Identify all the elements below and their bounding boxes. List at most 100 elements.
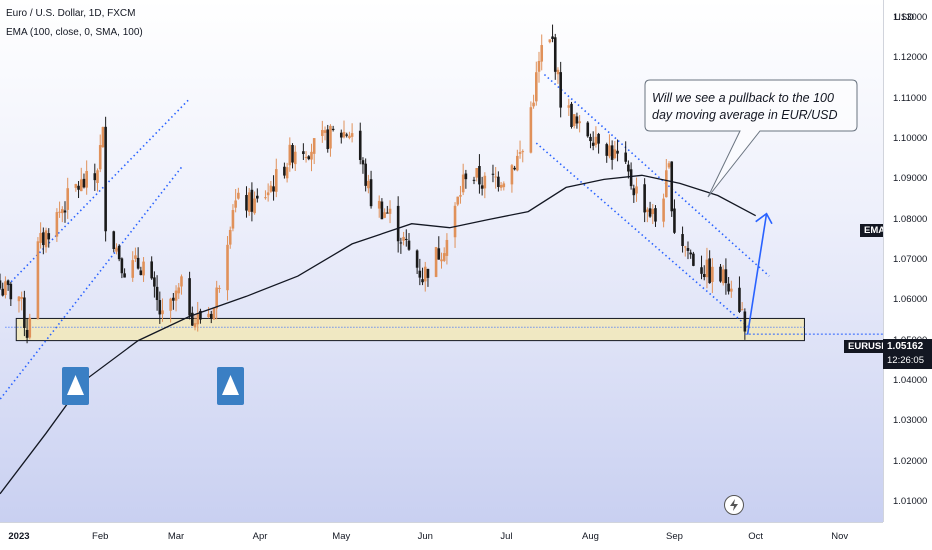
candle-body	[339, 132, 343, 138]
candle-body	[256, 195, 259, 199]
candle-body	[134, 255, 137, 259]
candle-body	[421, 279, 424, 283]
price-tick-label: 1.03000	[893, 415, 928, 427]
up-arrow-icon	[222, 375, 239, 395]
candle-body	[556, 69, 560, 75]
candle-body	[551, 36, 554, 40]
candle-body	[358, 130, 362, 160]
candle-body	[692, 253, 695, 266]
candle-body	[386, 212, 389, 214]
candle-body	[445, 239, 449, 256]
candle-body	[245, 194, 248, 211]
candle-body	[207, 313, 210, 318]
marker-box-march	[217, 367, 244, 405]
candle-body	[521, 151, 525, 153]
candle-body	[264, 197, 267, 199]
candle-body	[648, 208, 652, 217]
symbol-title[interactable]: Euro / U.S. Dollar, 1D, FXCM	[6, 8, 136, 19]
candle-body	[616, 150, 619, 154]
candle-body	[721, 269, 725, 284]
candle-body	[529, 107, 533, 153]
indicator-legend[interactable]: EMA (100, close, 0, SMA, 100)	[6, 27, 143, 38]
candle-body	[237, 192, 240, 199]
symbol-label-tag: EURUSD	[844, 340, 893, 353]
candle-body	[234, 200, 237, 208]
candle-body	[442, 253, 446, 261]
candle-body	[0, 280, 2, 289]
lightning-icon[interactable]	[724, 495, 744, 515]
candle-body	[567, 105, 571, 108]
candle-body	[6, 280, 10, 285]
time-tick-label: Feb	[92, 531, 109, 542]
candle-body	[231, 210, 235, 229]
candle-body	[537, 60, 541, 72]
candle-body	[589, 136, 592, 142]
candle-body	[627, 164, 630, 172]
candle-body	[20, 296, 23, 299]
candle-body	[174, 290, 178, 301]
price-tick-label: 1.04000	[893, 374, 928, 386]
price-tick-label: 1.10000	[893, 133, 928, 145]
callout-text: Will we see a pullback to the 100 day mo…	[652, 91, 838, 122]
time-tick-label: 2023	[8, 531, 30, 542]
candle-body	[74, 184, 78, 188]
candle-body	[250, 189, 254, 212]
candle-body	[98, 145, 102, 170]
candle-body	[464, 173, 468, 180]
candle-body	[380, 201, 384, 220]
candle-body	[388, 208, 392, 214]
candle-body	[686, 248, 690, 251]
candle-body	[673, 208, 676, 233]
price-chart[interactable]	[0, 0, 883, 522]
candle-body	[1, 288, 5, 296]
candle-body	[66, 188, 70, 210]
candle-body	[288, 144, 292, 166]
last-price-value: 1.05162	[887, 341, 924, 352]
candle-body	[150, 261, 153, 279]
candle-body	[629, 169, 633, 187]
candle-body	[104, 126, 107, 232]
candle-body	[483, 175, 487, 189]
currency-label[interactable]: USD	[894, 12, 915, 23]
candle-body	[711, 266, 714, 282]
candle-body	[407, 240, 411, 250]
price-axis[interactable]: 1.13000 1.12000 1.11000 1.10000 1.09000 1.080…	[883, 0, 932, 522]
candle-body	[553, 37, 557, 72]
candle-body	[369, 179, 373, 207]
candle-body	[131, 260, 135, 278]
candle-body	[23, 297, 26, 328]
ema-line	[0, 174, 757, 495]
price-tick-label: 1.09000	[893, 173, 928, 185]
candle-body	[82, 178, 86, 188]
candle-body	[730, 288, 733, 292]
candle-body	[196, 312, 200, 325]
candle-body	[643, 184, 646, 213]
candle-body	[418, 270, 422, 278]
candle-body	[350, 133, 354, 137]
candle-body	[345, 134, 348, 136]
time-tick-label: Jun	[417, 531, 433, 542]
candle-body	[42, 232, 45, 246]
time-axis[interactable]: 2023 Feb Mar Apr May Jun Jul Aug Sep Oct Nov	[0, 522, 883, 550]
candle-body	[272, 186, 275, 192]
candle-body	[719, 266, 722, 282]
candle-body	[453, 205, 457, 238]
candle-body	[399, 242, 403, 244]
candle-body	[494, 176, 497, 178]
candle-body	[724, 269, 728, 284]
candle-body	[480, 185, 484, 189]
candle-body	[518, 152, 522, 154]
candle-body	[302, 151, 305, 155]
candle-body	[364, 163, 367, 186]
candle-body	[191, 312, 194, 326]
candle-body	[112, 231, 116, 249]
candle-body	[702, 274, 706, 278]
candle-body	[572, 114, 576, 126]
candle-body	[44, 230, 48, 248]
candle-body	[269, 185, 273, 192]
candle-body	[58, 211, 61, 213]
candle-body	[667, 163, 671, 168]
candle-body	[461, 174, 465, 193]
candle-body	[367, 180, 370, 189]
candle-body	[727, 283, 730, 292]
